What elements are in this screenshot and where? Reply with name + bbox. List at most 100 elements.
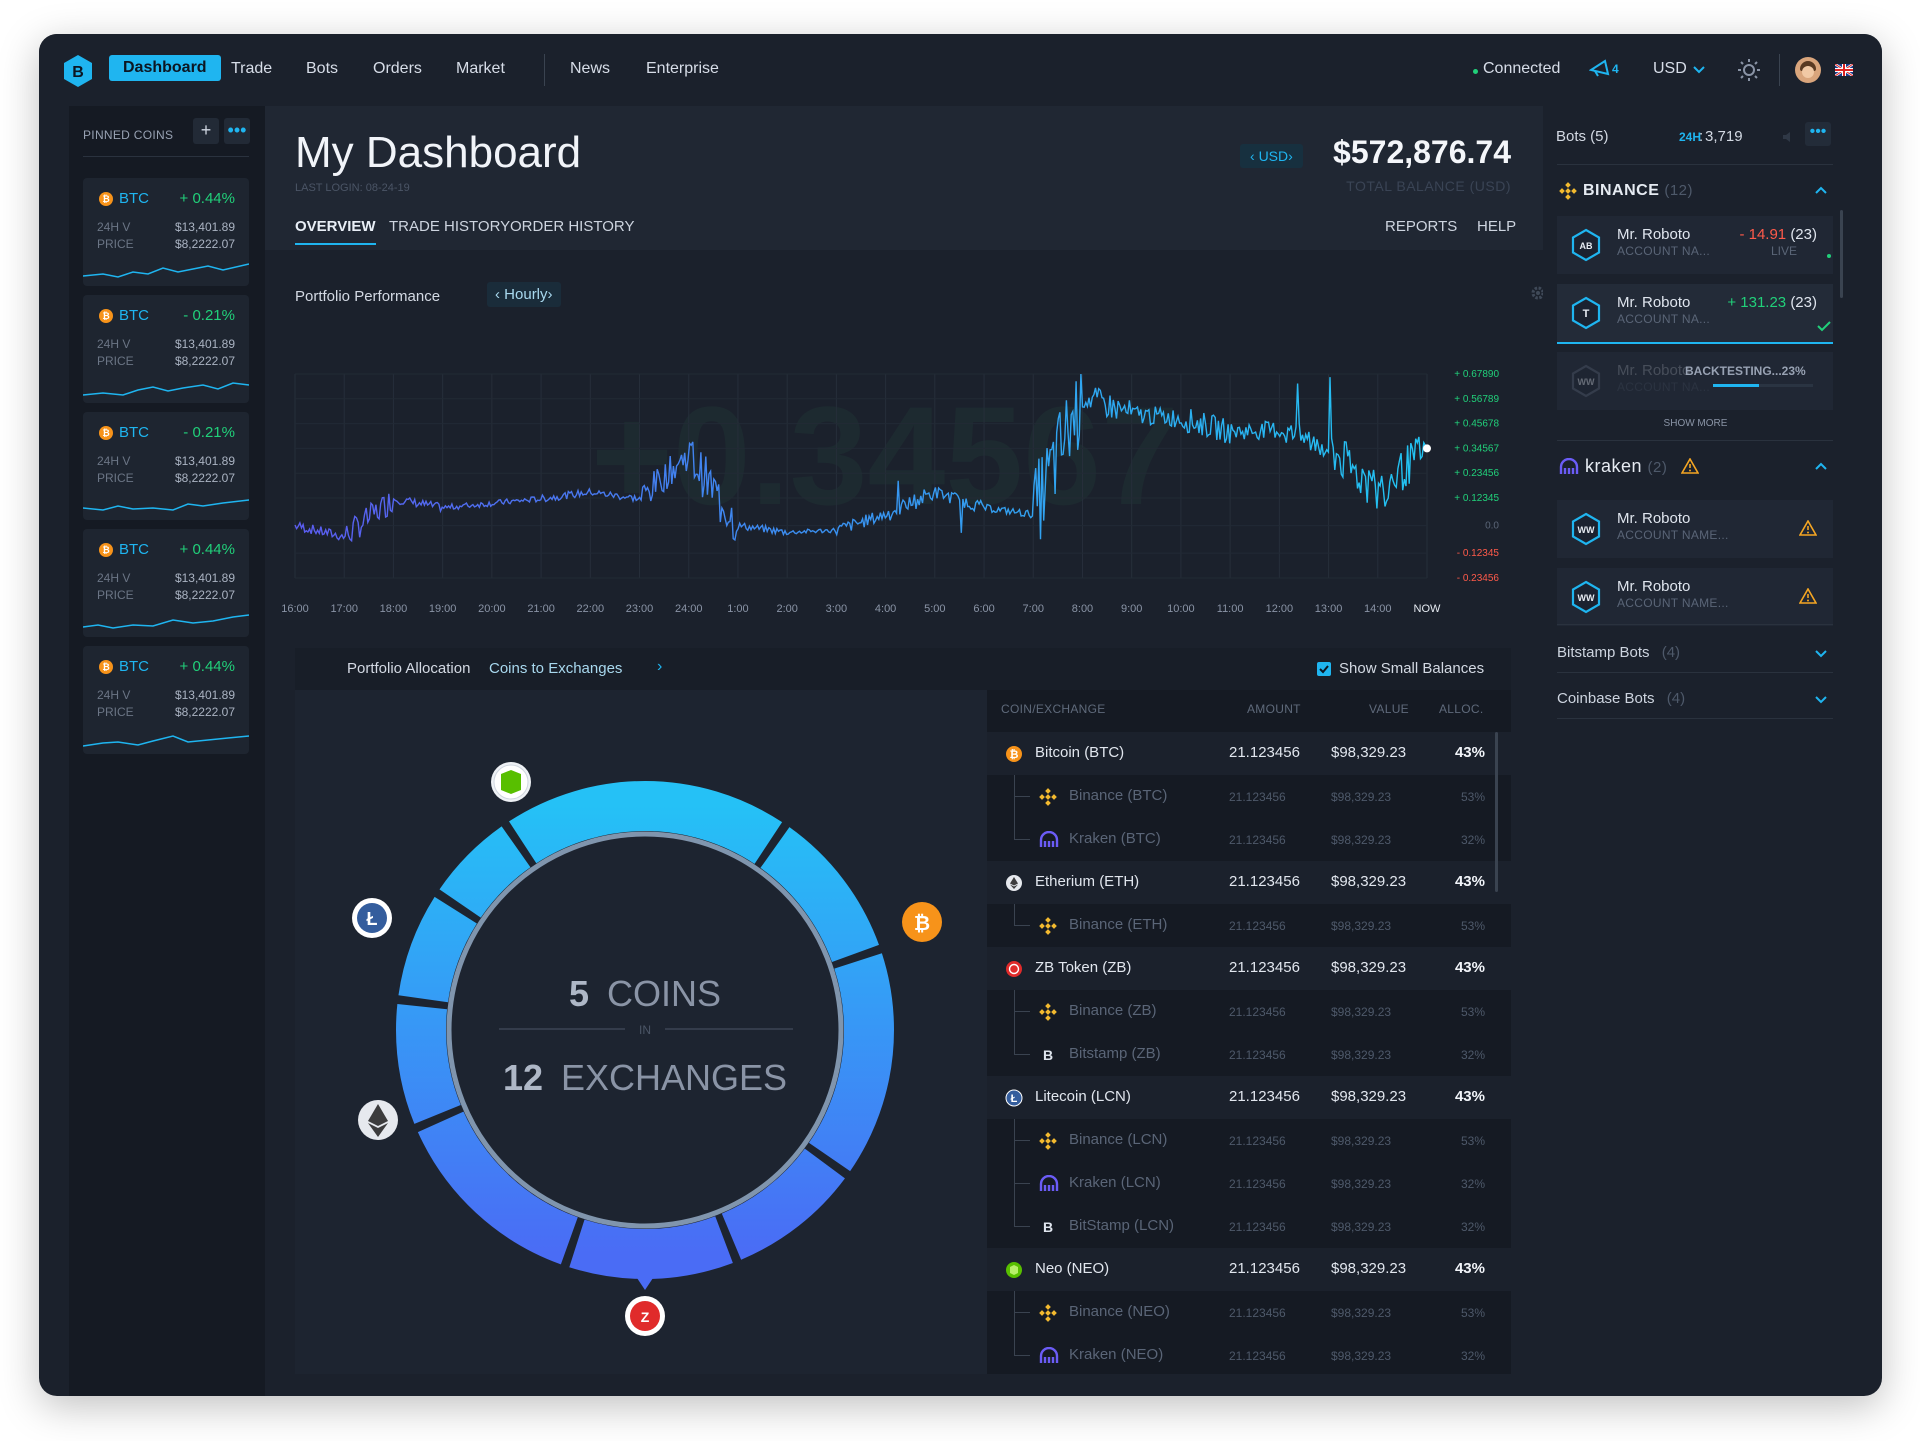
interval-selector[interactable]: ‹ Hourly› <box>487 282 561 307</box>
exchange-row[interactable]: Kraken (BTC) 21.123456 $98,329.23 32% <box>987 818 1511 861</box>
exchange-row[interactable]: Binance (BTC) 21.123456 $98,329.23 53% <box>987 775 1511 818</box>
bitcoin-coin-icon[interactable]: ₿ <box>902 902 942 942</box>
pinned-coin-card[interactable]: ₿ BTC - 0.21% 24H V $13,401.89 PRICE $8,2222.0… <box>83 412 249 520</box>
pinned-coin-card[interactable]: ₿ BTC + 0.44% 24H V $13,401.89 PRICE $8,2222.0… <box>83 178 249 286</box>
nav-dashboard[interactable]: Dashboard <box>109 55 221 81</box>
user-avatar[interactable] <box>1795 57 1821 83</box>
neo-coin-icon[interactable] <box>491 762 531 802</box>
bitstamp-bots-group[interactable]: Bitstamp Bots (4) <box>1557 644 1680 661</box>
divider <box>1557 624 1833 625</box>
add-pinned-coin-button[interactable]: + <box>193 118 219 144</box>
show-more-link[interactable]: SHOW MORE <box>1663 418 1728 429</box>
binance-group-title[interactable]: BINANCE (12) <box>1583 182 1693 200</box>
ethereum-coin-icon[interactable] <box>358 1100 398 1140</box>
total-balance: $572,876.74 <box>1333 134 1511 170</box>
bot-card[interactable]: WW Mr. Roboto ACCOUNT NA... BACKTESTING...2… <box>1557 352 1833 410</box>
coin-row[interactable]: ₿ Bitcoin (BTC) 21.123456 $98,329.23 43% <box>987 732 1511 775</box>
theme-sun-icon[interactable] <box>1737 58 1761 82</box>
live-dot <box>1827 254 1831 258</box>
currency-select[interactable]: USD <box>1653 60 1687 77</box>
bots-scrollbar[interactable] <box>1840 210 1843 298</box>
chevron-down-icon[interactable] <box>1693 66 1705 74</box>
volume-value: $13,401.89 <box>174 337 235 351</box>
small-balances-checkbox[interactable] <box>1317 662 1331 676</box>
col-coin-exchange[interactable]: COIN/EXCHANGE <box>1001 702 1106 716</box>
allocation-mode-link[interactable]: Coins to Exchanges <box>489 660 623 677</box>
bots-more-button[interactable]: ••• <box>1805 122 1831 146</box>
chevron-right-icon[interactable]: › <box>1288 148 1293 164</box>
bots-panel: Bots (5) 24H : 3,719 ••• BINANCE (12) AB… <box>1543 106 1848 1396</box>
pinned-coin-card[interactable]: ₿ BTC - 0.21% 24H V $13,401.89 PRICE $8,2222.0… <box>83 295 249 403</box>
zb-token-coin-icon[interactable]: Z <box>625 1296 665 1336</box>
volume-label: 24H V <box>97 571 131 585</box>
currency-toggle[interactable]: ‹ USD› <box>1240 144 1303 168</box>
bot-hex-icon: WW <box>1571 512 1601 546</box>
kraken-group-title[interactable]: kraken (2) <box>1585 456 1667 477</box>
chevron-left-icon[interactable]: ‹ <box>495 286 505 303</box>
coin-row[interactable]: ZB Token (ZB) 21.123456 $98,329.23 43% <box>987 947 1511 990</box>
bot-card[interactable]: WW Mr. Roboto ACCOUNT NAME... <box>1557 568 1833 626</box>
exchange-row[interactable]: Binance (NEO) 21.123456 $98,329.23 53% <box>987 1291 1511 1334</box>
pinned-coin-card[interactable]: ₿ BTC + 0.44% 24H V $13,401.89 PRICE $8,2222.0… <box>83 646 249 754</box>
row-amount: 21.123456 <box>1229 1260 1300 1277</box>
tab-trade-history[interactable]: TRADE HISTORY <box>389 218 511 235</box>
chevron-up-icon[interactable] <box>1815 186 1827 194</box>
coin-symbol: BTC <box>119 658 149 675</box>
coinbase-bots-group[interactable]: Coinbase Bots (4) <box>1557 690 1685 707</box>
nav-bots[interactable]: Bots <box>306 60 339 77</box>
chevron-right-icon[interactable]: › <box>547 286 553 303</box>
col-alloc[interactable]: ALLOC. <box>1439 702 1484 716</box>
bots-period[interactable]: 24H <box>1679 130 1702 144</box>
nav-news[interactable]: News <box>570 60 611 77</box>
pinned-more-button[interactable]: ••• <box>224 118 250 144</box>
chevron-up-icon[interactable] <box>1815 462 1827 470</box>
row-amount: 21.123456 <box>1229 1349 1286 1363</box>
performance-chart[interactable]: +0.34567 + 0.67890 + 0.56789 + 0.45678 + 0.3… <box>265 326 1525 636</box>
litecoin-coin-icon[interactable]: Ł <box>352 898 392 938</box>
pinned-coin-card[interactable]: ₿ BTC + 0.44% 24H V $13,401.89 PRICE $8,2222.0… <box>83 529 249 637</box>
top-nav: B Dashboard Trade Bots Orders Market New… <box>39 34 1882 106</box>
chevron-right-icon[interactable]: › <box>657 658 663 675</box>
tab-overview[interactable]: OVERVIEW <box>295 218 376 245</box>
exchange-row[interactable]: Binance (ETH) 21.123456 $98,329.23 53% <box>987 904 1511 947</box>
exchange-row[interactable]: Kraken (LCN) 21.123456 $98,329.23 32% <box>987 1162 1511 1205</box>
tab-reports[interactable]: REPORTS <box>1385 218 1458 235</box>
tab-order-history[interactable]: ORDER HISTORY <box>510 218 635 235</box>
chevron-down-icon[interactable] <box>1815 650 1827 658</box>
tab-help[interactable]: HELP <box>1477 218 1517 235</box>
coin-row[interactable]: Ł Litecoin (LCN) 21.123456 $98,329.23 43% <box>987 1076 1511 1119</box>
exchange-row[interactable]: Binance (LCN) 21.123456 $98,329.23 53% <box>987 1119 1511 1162</box>
coin-row[interactable]: Etherium (ETH) 21.123456 $98,329.23 43% <box>987 861 1511 904</box>
pinned-coins-sidebar: PINNED COINS + ••• ₿ BTC + 0.44% 24H V $13,4… <box>69 106 265 1396</box>
binance-count: (12) <box>1664 182 1694 199</box>
col-value[interactable]: VALUE <box>1369 702 1409 716</box>
exchange-row[interactable]: Kraken (NEO) 21.123456 $98,329.23 32% <box>987 1334 1511 1374</box>
uk-flag-icon[interactable] <box>1835 64 1853 76</box>
allocation-toolbar: Portfolio Allocation Coins to Exchanges … <box>295 648 1511 690</box>
small-balances-label[interactable]: Show Small Balances <box>1339 660 1485 677</box>
chevron-down-icon[interactable] <box>1815 696 1827 704</box>
nav-enterprise[interactable]: Enterprise <box>646 60 719 77</box>
bot-card[interactable]: T Mr. Roboto ACCOUNT NA... + 131.23 (23) <box>1557 284 1833 344</box>
x-tick-label: 7:00 <box>1023 603 1044 615</box>
warning-icon[interactable] <box>1799 520 1817 536</box>
bot-card[interactable]: AB Mr. Roboto ACCOUNT NA... - 14.91 (23) LIV… <box>1557 216 1833 274</box>
nav-trade[interactable]: Trade <box>231 60 273 77</box>
notifications-icon[interactable] <box>1589 58 1611 78</box>
table-scrollbar[interactable] <box>1495 732 1498 892</box>
row-amount: 21.123456 <box>1229 919 1286 933</box>
warning-icon[interactable] <box>1799 588 1817 604</box>
app-logo-icon[interactable]: B <box>63 54 93 88</box>
nav-orders[interactable]: Orders <box>373 60 422 77</box>
volume-icon[interactable] <box>1781 129 1797 145</box>
col-amount[interactable]: AMOUNT <box>1247 702 1301 716</box>
chevron-left-icon[interactable]: ‹ <box>1250 148 1259 164</box>
bot-card[interactable]: WW Mr. Roboto ACCOUNT NAME... <box>1557 500 1833 558</box>
coin-row[interactable]: Neo (NEO) 21.123456 $98,329.23 43% <box>987 1248 1511 1291</box>
exchange-row[interactable]: B BitStamp (LCN) 21.123456 $98,329.23 32% <box>987 1205 1511 1248</box>
exchange-row[interactable]: Binance (ZB) 21.123456 $98,329.23 53% <box>987 990 1511 1033</box>
y-tick-label: 0.0 <box>1485 521 1499 532</box>
exchange-row[interactable]: B Bitstamp (ZB) 21.123456 $98,329.23 32% <box>987 1033 1511 1076</box>
nav-market[interactable]: Market <box>456 60 505 77</box>
kraken-logo-icon <box>1559 458 1579 474</box>
